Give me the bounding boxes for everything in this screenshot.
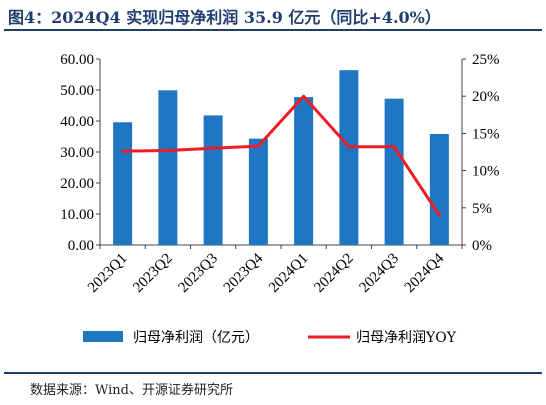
x-tick-label: 2023Q4 [221,250,267,296]
chart: 0.00 10.00 20.00 30.00 40.00 50.00 60.00 0% 5% 10… [60,52,500,346]
y-left-tick-label: 50.00 [60,83,94,99]
x-tick-label: 2023Q3 [175,251,220,296]
y-right-tick-label: 0% [472,238,492,254]
bar-series [113,70,449,246]
bar [294,97,314,245]
bar [203,115,223,245]
legend-swatch-bar [83,331,123,342]
bar [384,98,404,246]
x-tick-label: 2023Q1 [85,251,130,296]
y-left-tick-label: 30.00 [60,145,94,161]
y-left-tick-label: 20.00 [60,176,94,192]
bar [248,138,268,245]
line-series [121,94,441,217]
bar [429,134,449,245]
legend-label-line: 归母净利润YOY [356,329,457,346]
bar [113,122,133,245]
y-left-tick-label: 0.00 [68,238,94,254]
x-tick-label: 2024Q1 [266,251,311,296]
bar [158,90,178,245]
chart-title: 图4：2024Q4 实现归母净利润 35.9 亿元（同比+4.0%） [8,8,441,27]
y-right-tick-label: 5% [472,201,492,217]
yoy-line [121,94,441,217]
y-left-tick-label: 60.00 [60,52,94,68]
x-tick-label: 2024Q3 [356,251,401,296]
legend-label-bar: 归母净利润（亿元） [133,329,259,346]
y-right-tick-label: 20% [472,89,500,105]
x-tick-label: 2024Q2 [311,251,356,296]
x-tick-label: 2024Q4 [402,250,448,296]
source-note: 数据来源：Wind、开源证券研究所 [30,383,233,398]
y-right-tick-label: 10% [472,164,500,180]
x-tick-label: 2023Q2 [130,251,175,296]
bar [339,70,359,245]
title-divider [4,29,542,31]
y-right-tick-label: 15% [472,126,500,142]
chart-axes [96,58,466,249]
y-right-tick-label: 25% [472,52,500,68]
footer-divider [4,372,542,374]
y-left-tick-label: 40.00 [60,114,94,130]
chart-legend: 归母净利润（亿元） 归母净利润YOY [83,329,457,346]
y-left-tick-label: 10.00 [60,207,94,223]
